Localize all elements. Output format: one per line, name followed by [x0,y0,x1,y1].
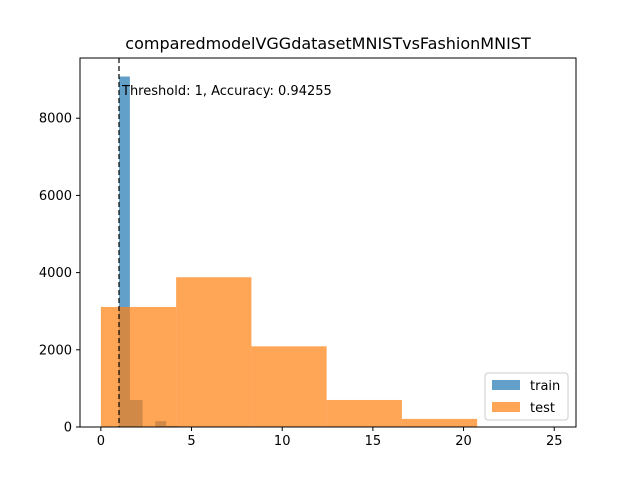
legend-label-test: test [530,401,555,416]
bar-test-0 [100,306,177,427]
y-tick-label-8000: 8000 [39,112,72,127]
y-tick-label-0: 0 [64,421,72,436]
legend-swatch-test [492,402,520,412]
y-tick-label-6000: 6000 [39,189,72,204]
plot-area [100,58,478,428]
x-tick-label-25: 25 [546,434,563,449]
y-tick-label-4000: 4000 [39,266,72,281]
bar-test-3 [326,399,402,427]
threshold-annotation: Threshold: 1, Accuracy: 0.94255 [121,84,332,99]
y-tick-label-2000: 2000 [39,343,72,358]
x-tick-label-15: 15 [365,434,382,449]
x-tick-label-10: 10 [274,434,291,449]
legend-label-train: train [530,379,560,394]
x-axis: 0 5 10 15 20 25 [97,427,563,449]
legend-swatch-train [492,380,520,390]
bar-test-1 [176,277,252,427]
y-axis: 0 2000 4000 6000 8000 [39,112,80,436]
chart-title: comparedmodelVGGdatasetMNISTvsFashionMNI… [125,34,531,53]
bar-train-0 [118,76,130,428]
x-tick-label-20: 20 [455,434,472,449]
legend: train test [484,372,569,421]
plot-frame [79,57,577,428]
x-tick-label-5: 5 [187,434,195,449]
x-tick-label-0: 0 [97,434,105,449]
bar-test-2 [251,346,327,427]
bar-test-4 [401,418,478,427]
